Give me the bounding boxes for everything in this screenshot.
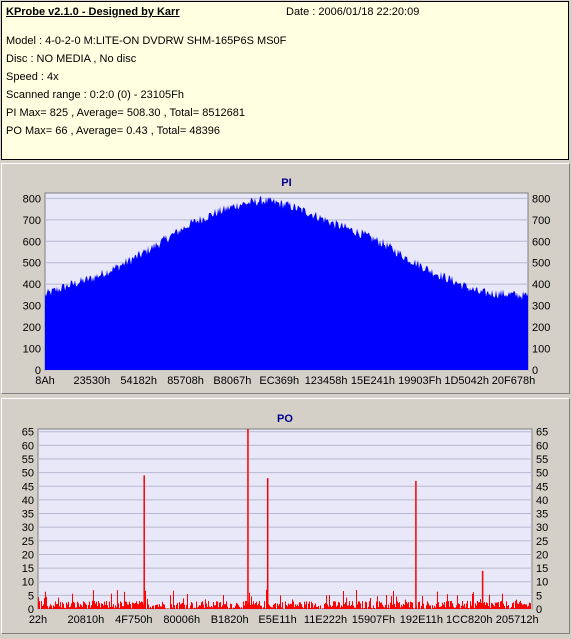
y-tick-label-left: 65: [22, 427, 34, 439]
y-tick-label-right: 10: [536, 577, 548, 589]
y-tick-label-left: 300: [23, 301, 41, 313]
y-tick-label-left: 500: [23, 258, 41, 270]
x-tick-label: 4F750h: [115, 614, 152, 626]
x-tick-label: 11E222h: [304, 614, 347, 626]
x-tick-label: EC369h: [259, 375, 299, 387]
y-tick-label-left: 700: [23, 215, 41, 227]
y-tick-label-right: 25: [536, 536, 548, 548]
disc-line: Disc : NO MEDIA , No disc: [6, 53, 137, 65]
x-tick-label: 80006h: [163, 614, 200, 626]
y-tick-label-right: 20: [536, 549, 548, 561]
y-tick-label-left: 45: [22, 481, 34, 493]
x-tick-label: 20810h: [68, 614, 105, 626]
y-tick-label-right: 65: [536, 427, 548, 439]
y-tick-label-right: 500: [532, 258, 550, 270]
app-title: KProbe v2.1.0 - Designed by Karr: [6, 6, 180, 18]
y-tick-label-right: 50: [536, 468, 548, 480]
x-tick-label: 15E241h: [351, 375, 395, 387]
y-tick-label-right: 35: [536, 509, 548, 521]
y-tick-label-left: 35: [22, 509, 34, 521]
y-tick-label-right: 100: [532, 344, 550, 356]
y-tick-label-right: 600: [532, 236, 550, 248]
y-tick-label-right: 0: [532, 365, 538, 377]
y-tick-label-left: 40: [22, 495, 34, 507]
y-tick-label-left: 600: [23, 236, 41, 248]
y-tick-label-right: 400: [532, 279, 550, 291]
y-tick-label-right: 30: [536, 522, 548, 534]
y-tick-label-left: 25: [22, 536, 34, 548]
model-line: Model : 4-0-2-0 M:LITE-ON DVDRW SHM-165P…: [6, 35, 287, 47]
y-tick-label-right: 60: [536, 440, 548, 452]
y-tick-label-right: 0: [536, 604, 542, 616]
y-tick-label-left: 50: [22, 468, 34, 480]
x-tick-label: 15907Fh: [352, 614, 395, 626]
x-tick-label: B1820h: [211, 614, 249, 626]
x-tick-label: 1D5042h: [444, 375, 489, 387]
x-tick-label: 23530h: [73, 375, 110, 387]
pi-summary-line: PI Max= 825 , Average= 508.30 , Total= 8…: [6, 107, 246, 119]
x-tick-label: 54182h: [120, 375, 157, 387]
x-tick-label: 123458h: [305, 375, 348, 387]
y-tick-label-right: 55: [536, 454, 548, 466]
pi-area-series: [45, 196, 528, 370]
speed-line: Speed : 4x: [6, 71, 59, 83]
x-tick-label: 20F678h: [492, 375, 535, 387]
y-tick-label-right: 200: [532, 322, 550, 334]
y-tick-label-left: 0: [35, 365, 41, 377]
po-chart-frame: [1, 398, 570, 634]
x-tick-label: 1CC820h: [446, 614, 492, 626]
y-tick-label-left: 200: [23, 322, 41, 334]
y-tick-label-left: 20: [22, 549, 34, 561]
scanned-range-line: Scanned range : 0:2:0 (0) - 23105Fh: [6, 89, 184, 101]
y-tick-label-right: 800: [532, 193, 550, 205]
scan-date: Date : 2006/01/18 22:20:09: [286, 6, 420, 18]
y-tick-label-left: 400: [23, 279, 41, 291]
x-tick-label: 19903Fh: [398, 375, 441, 387]
y-tick-label-left: 55: [22, 454, 34, 466]
y-tick-label-left: 800: [23, 193, 41, 205]
x-tick-label: E5E11h: [258, 614, 296, 626]
y-tick-label-left: 0: [28, 604, 34, 616]
x-tick-label: 8Ah: [35, 375, 55, 387]
y-tick-label-right: 700: [532, 215, 550, 227]
po-chart-panel: PO 0 0 5 5 10 10 15 15 20 20 25 25 30 30 35 35 40 40 45 45 50…: [1, 398, 570, 634]
chart-title: PO: [277, 413, 293, 425]
x-tick-label: 192E11h: [400, 614, 443, 626]
y-tick-label-left: 100: [23, 344, 41, 356]
y-tick-label-right: 40: [536, 495, 548, 507]
info-panel: KProbe v2.1.0 - Designed by Karr Date : …: [1, 1, 569, 160]
x-tick-label: 85708h: [167, 375, 204, 387]
y-tick-label-left: 30: [22, 522, 34, 534]
y-tick-label-left: 10: [22, 577, 34, 589]
y-tick-label-right: 300: [532, 301, 550, 313]
po-noise-series: [38, 589, 532, 609]
y-tick-label-left: 60: [22, 440, 34, 452]
x-tick-label: B8067h: [213, 375, 251, 387]
x-tick-label: 22h: [29, 614, 47, 626]
y-tick-label-left: 15: [22, 563, 34, 575]
chart-title: PI: [281, 177, 291, 189]
pi-chart: PI 0 0 100 100 200 200 300 300 400 400 500 500 600 600…: [23, 177, 551, 387]
pi-chart-panel: PI 0 0 100 100 200 200 300 300 400 400 500 500 600 600…: [1, 163, 570, 394]
y-tick-label-left: 5: [28, 590, 34, 602]
y-tick-label-right: 5: [536, 590, 542, 602]
po-summary-line: PO Max= 66 , Average= 0.43 , Total= 4839…: [6, 125, 220, 137]
y-tick-label-right: 15: [536, 563, 548, 575]
x-tick-label: 205712h: [496, 614, 539, 626]
y-tick-label-right: 45: [536, 481, 548, 493]
pi-chart-frame: [1, 163, 570, 394]
